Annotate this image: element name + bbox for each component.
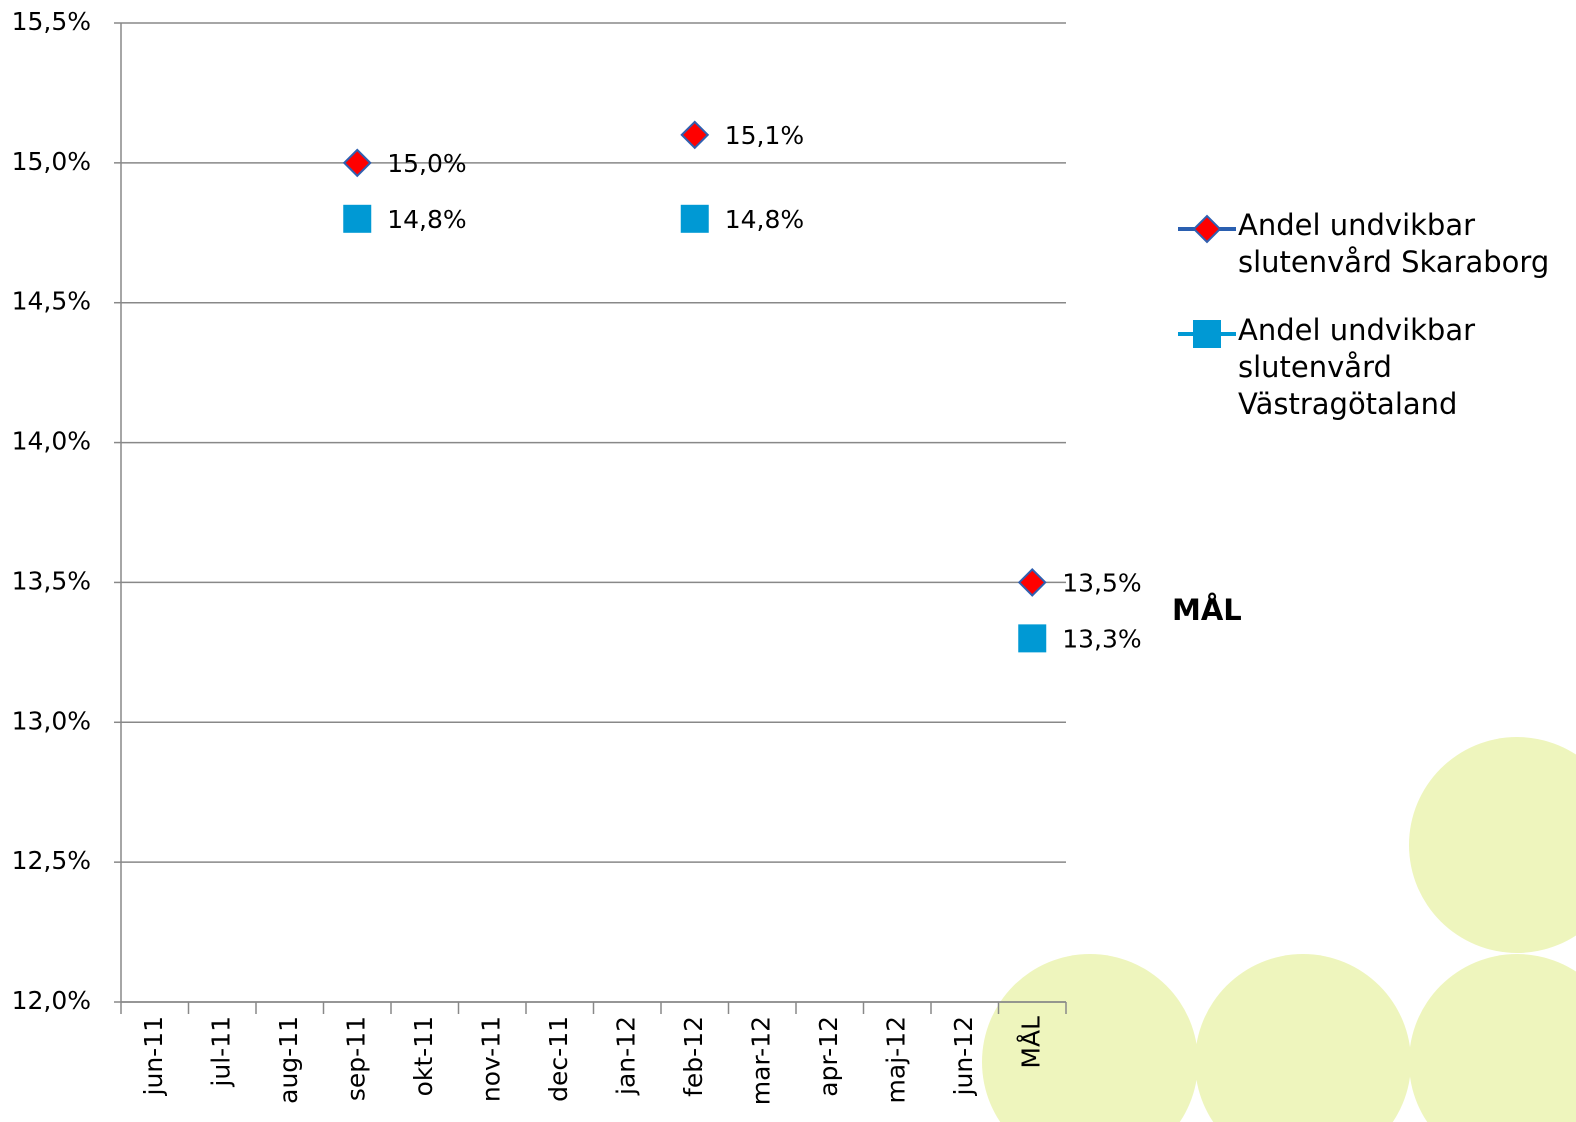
- legend-marker: [1192, 214, 1222, 244]
- legend-entry: Andel undvikbar slutenvård Västragötalan…: [1238, 313, 1476, 421]
- y-tick-label: 15,0%: [12, 147, 91, 176]
- decoration: [982, 737, 1576, 1122]
- x-tick-label: apr-12: [814, 1016, 843, 1097]
- marker: [343, 204, 372, 233]
- legend-entry: Andel undvikbar slutenvård Skaraborg: [1238, 208, 1550, 279]
- x-tick-label: jun-12: [949, 1016, 978, 1096]
- y-tick-label: 13,0%: [12, 706, 91, 735]
- data-label: 13,3%: [1062, 624, 1141, 653]
- data-label: 15,0%: [387, 149, 466, 178]
- marker: [1018, 624, 1047, 653]
- y-tick-label: 13,5%: [12, 566, 91, 595]
- x-tick-label: maj-12: [881, 1016, 910, 1103]
- annotation: MÅL: [1172, 593, 1242, 627]
- legend-label: Andel undvikbar slutenvård Skaraborg: [1238, 208, 1550, 279]
- deco-circle: [982, 954, 1198, 1122]
- deco-circle: [1409, 737, 1576, 953]
- y-tick-label: 14,0%: [12, 427, 91, 456]
- marker: [1017, 568, 1047, 597]
- marker: [342, 148, 372, 178]
- data-label: 13,5%: [1062, 568, 1141, 597]
- deco-circle: [1409, 954, 1576, 1122]
- data-label: 14,8%: [387, 205, 466, 234]
- x-tick-label: nov-11: [476, 1016, 505, 1102]
- x-tick-label: mar-12: [746, 1016, 775, 1105]
- marker: [680, 204, 709, 233]
- x-tick-label: okt-11: [409, 1016, 438, 1096]
- marker: [680, 120, 710, 150]
- data-label: 14,8%: [725, 205, 804, 234]
- y-tick-label: 12,0%: [12, 986, 91, 1015]
- legend-marker: [1193, 320, 1221, 348]
- x-tick-label: sep-11: [341, 1016, 370, 1101]
- x-tick-label: aug-11: [274, 1016, 303, 1104]
- x-tick-label: feb-12: [679, 1016, 708, 1097]
- x-tick-label: MÅL: [1016, 1016, 1045, 1069]
- x-tick-label: jan-12: [611, 1016, 640, 1096]
- x-tick-label: dec-11: [544, 1016, 573, 1102]
- deco-circle: [1195, 954, 1411, 1122]
- y-tick-label: 15,5%: [12, 7, 91, 36]
- y-tick-label: 14,5%: [12, 287, 91, 316]
- data-label: 15,1%: [725, 121, 804, 150]
- x-tick-label: jun-11: [139, 1016, 168, 1096]
- x-tick-label: jul-11: [206, 1016, 235, 1088]
- y-tick-label: 12,5%: [12, 846, 91, 875]
- legend-label: Andel undvikbar slutenvård Västragötalan…: [1238, 313, 1476, 421]
